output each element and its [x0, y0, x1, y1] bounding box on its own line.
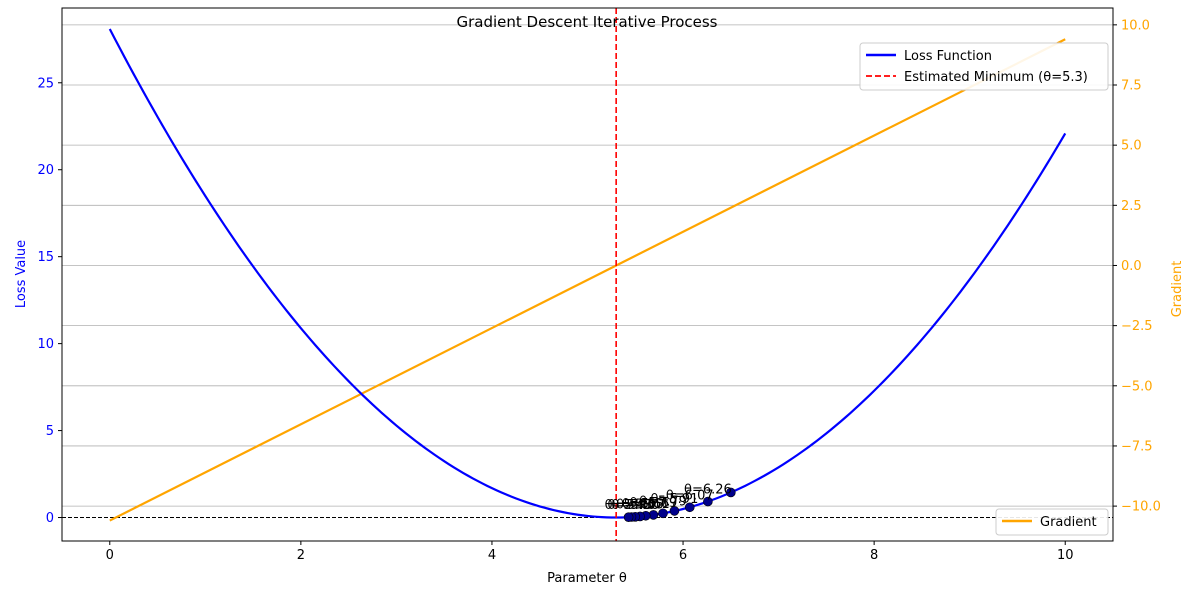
legend-minimum-label: Estimated Minimum (θ=5.3): [904, 70, 1088, 85]
y-right-tick-label-6: 5.0: [1121, 139, 1142, 154]
iteration-label-10: θ=5.43: [605, 498, 653, 513]
y-left-tick-label-4: 20: [37, 163, 54, 178]
legend-loss-label: Loss Function: [904, 49, 992, 64]
iteration-label-2: θ=6.07: [666, 488, 714, 503]
loss-function-series-line: [108, 28, 1067, 519]
y-right-tick-label-5: 2.5: [1121, 199, 1142, 214]
grid-lines: [62, 24, 1113, 507]
x-tick-label-2: 4: [488, 548, 496, 563]
x-tick-label-4: 8: [870, 548, 878, 563]
iteration-label-8: θ=5.50: [611, 498, 659, 513]
iteration-label-1: θ=6.26: [684, 483, 732, 498]
iteration-point-10: [623, 512, 634, 522]
iteration-point-3: [669, 506, 680, 516]
legend-gradient-box: [995, 508, 1109, 536]
iteration-label-5: θ=5.69: [630, 496, 678, 511]
y-right-tick-label-1: −7.5: [1121, 439, 1153, 454]
iteration-label-6: θ=5.61: [622, 497, 670, 512]
plot-area: θ=6.26θ=6.07θ=5.91θ=5.79θ=5.69θ=5.61θ=5.…: [108, 8, 1067, 541]
x-tick-label-1: 2: [297, 548, 305, 563]
iteration-point-1: [703, 496, 713, 507]
left-y-axis-label: Loss Value: [14, 240, 29, 308]
iteration-point-0: [726, 487, 736, 498]
iteration-label-4: θ=5.79: [639, 494, 687, 509]
gradient-series-line: [109, 38, 1066, 522]
iteration-label-9: θ=5.46: [608, 498, 656, 513]
right-y-axis-label: Gradient: [1170, 261, 1185, 318]
y-right-tick-label-7: 7.5: [1121, 79, 1142, 94]
y-right-tick-label-8: 10.0: [1121, 18, 1150, 33]
chart-title: Gradient Descent Iterative Process: [457, 13, 718, 31]
x-tick-label-3: 6: [679, 548, 687, 563]
iteration-label-7: θ=5.55: [616, 497, 664, 512]
y-right-tick-label-2: −5.0: [1121, 379, 1153, 394]
y-left-tick-label-1: 5: [46, 424, 54, 439]
iteration-point-2: [684, 502, 695, 513]
legend-main: Loss Function Estimated Minimum (θ=5.3): [859, 42, 1109, 91]
iteration-label-3: θ=5.91: [651, 492, 699, 507]
y-right-tick-label-4: 0.0: [1121, 259, 1142, 274]
y-right-tick-label-0: −10.0: [1121, 500, 1161, 515]
y-left-tick-label-5: 25: [37, 76, 54, 91]
x-tick-label-0: 0: [106, 548, 114, 563]
y-left-tick-label-3: 15: [37, 250, 54, 265]
x-axis-label: Parameter θ: [547, 571, 627, 586]
y-right-tick-label-3: −2.5: [1121, 319, 1153, 334]
legend-gradient: Gradient: [995, 508, 1109, 536]
axes-frame: [61, 7, 1114, 542]
y-left-tick-label-2: 10: [37, 337, 54, 352]
legend-main-box: [859, 42, 1109, 91]
x-tick-label-5: 10: [1057, 548, 1074, 563]
legend-gradient-label: Gradient: [1040, 515, 1097, 530]
y-left-tick-label-0: 0: [46, 511, 54, 526]
axes-ticks: 0 2 4 6 8 10 0 5 10 15 20 25 −10.0 −7.5 −5.0 −2.5 0.0 2.5…: [37, 18, 1160, 563]
iteration-point-4: [658, 508, 668, 519]
